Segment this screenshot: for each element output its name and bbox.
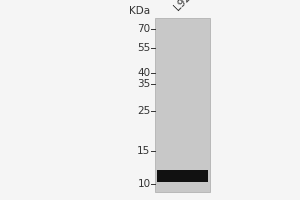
Text: L929: L929 <box>172 0 198 12</box>
Text: 25: 25 <box>137 106 151 116</box>
Text: 40: 40 <box>137 68 151 78</box>
Text: 35: 35 <box>137 79 151 89</box>
Text: KDa: KDa <box>129 6 151 16</box>
Text: 70: 70 <box>137 24 151 34</box>
Bar <box>158 170 208 182</box>
Text: 10: 10 <box>137 179 151 189</box>
Text: 15: 15 <box>137 146 151 156</box>
Bar <box>155 18 210 192</box>
Text: 55: 55 <box>137 43 151 53</box>
